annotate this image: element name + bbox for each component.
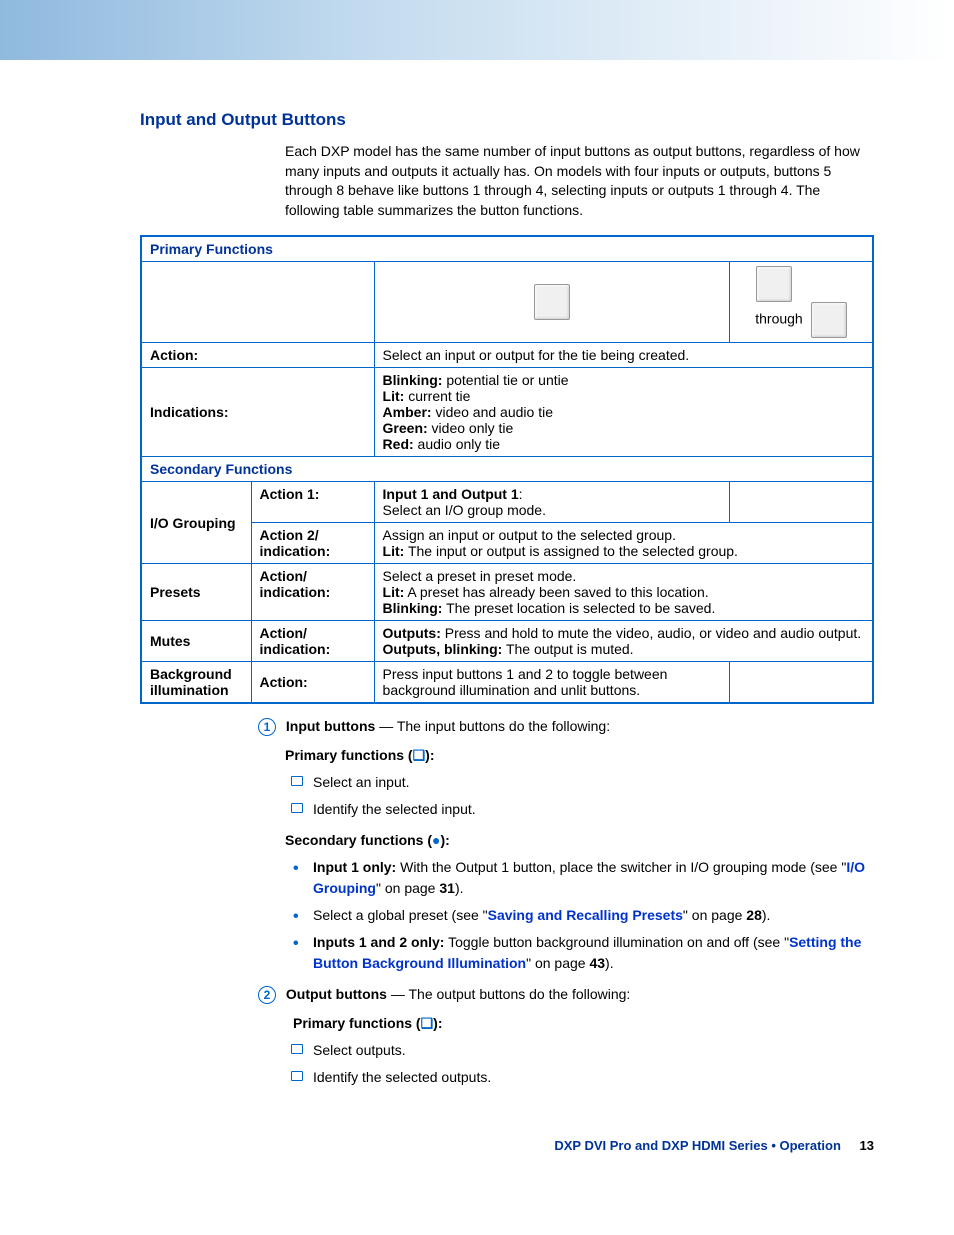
list-item: Identify the selected outputs. [285,1067,874,1088]
button-icon [534,284,570,320]
action1-text: Input 1 and Output 1: Select an I/O grou… [374,482,729,523]
button-icon [756,266,792,302]
functions-table: Primary Functions through Action: Select… [140,235,874,704]
indications-label: Indications: [141,368,374,457]
bg-illum-label: Background illumination [141,662,251,704]
button-cell-1 [374,262,729,343]
bg-text: Press input buttons 1 and 2 to toggle be… [374,662,729,704]
io-grouping-label: I/O Grouping [141,482,251,564]
footer-text: DXP DVI Pro and DXP HDMI Series • Operat… [554,1138,841,1153]
primary-functions-subheader: Primary functions (❏): [285,745,874,766]
presets-label: Presets [141,564,251,621]
note-1: 1 Input buttons — The input buttons do t… [285,716,874,737]
button-icon [811,302,847,338]
presets-action-label: Action/ indication: [251,564,374,621]
primary-list-2: Select outputs. Identify the selected ou… [285,1040,874,1088]
saving-presets-link[interactable]: Saving and Recalling Presets [488,907,683,923]
action-label: Action: [141,343,374,368]
through-text: through [755,311,802,327]
circled-1-icon: 1 [258,718,276,736]
dot-icon: ● [432,832,440,848]
mutes-action-label: Action/ indication: [251,621,374,662]
notes-section: 1 Input buttons — The input buttons do t… [285,716,874,1088]
square-icon: ❏ [413,747,426,763]
primary-list-1: Select an input. Identify the selected i… [285,772,874,820]
presets-text: Select a preset in preset mode. Lit: A p… [374,564,873,621]
note-2: 2 Output buttons — The output buttons do… [285,984,874,1005]
action-text: Select an input or output for the tie be… [374,343,873,368]
empty-cell [729,662,873,704]
button-cell-2: through [729,262,873,343]
empty-cell [141,262,374,343]
action2-text: Assign an input or output to the selecte… [374,523,873,564]
indications-text: Blinking: potential tie or untie Lit: cu… [374,368,873,457]
list-item: Inputs 1 and 2 only: Toggle button backg… [285,932,874,974]
secondary-functions-header: Secondary Functions [141,457,873,482]
circled-2-icon: 2 [258,986,276,1004]
list-item: Identify the selected input. [285,799,874,820]
primary-functions-header: Primary Functions [141,236,873,262]
list-item: Input 1 only: With the Output 1 button, … [285,857,874,899]
action1-label: Action 1: [251,482,374,523]
list-item: Select an input. [285,772,874,793]
list-item: Select a global preset (see "Saving and … [285,905,874,926]
mutes-text: Outputs: Press and hold to mute the vide… [374,621,873,662]
empty-cell [729,482,873,523]
primary-functions-subheader-2: Primary functions (❏): [293,1013,874,1034]
bg-action-label: Action: [251,662,374,704]
mutes-label: Mutes [141,621,251,662]
secondary-list: Input 1 only: With the Output 1 button, … [285,857,874,974]
content-area: Input and Output Buttons Each DXP model … [0,110,954,1088]
list-item: Select outputs. [285,1040,874,1061]
top-gradient [0,0,954,60]
intro-paragraph: Each DXP model has the same number of in… [285,142,864,220]
square-icon: ❏ [421,1015,434,1031]
page-footer: DXP DVI Pro and DXP HDMI Series • Operat… [0,1098,954,1183]
section-title: Input and Output Buttons [140,110,874,130]
action2-label: Action 2/ indication: [251,523,374,564]
secondary-functions-subheader: Secondary functions (●): [285,830,874,851]
page-number: 13 [860,1138,874,1153]
